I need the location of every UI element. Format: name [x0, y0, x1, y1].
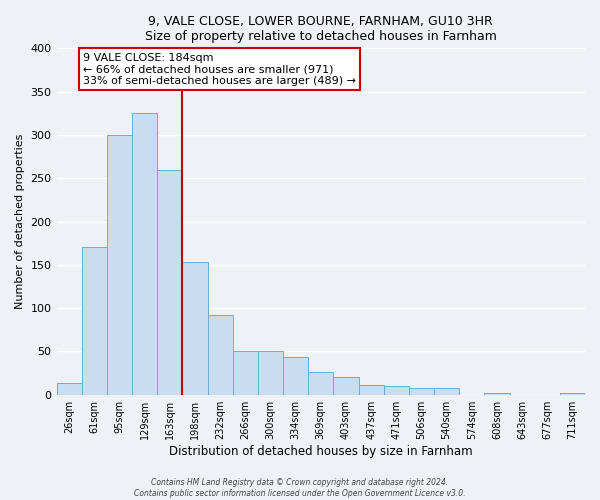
Bar — [208, 315, 233, 394]
Bar — [56, 384, 82, 394]
Bar — [82, 248, 107, 394]
Bar — [383, 386, 409, 394]
Text: Contains HM Land Registry data © Crown copyright and database right 2024.
Contai: Contains HM Land Registry data © Crown c… — [134, 478, 466, 498]
Title: 9, VALE CLOSE, LOWER BOURNE, FARNHAM, GU10 3HR
Size of property relative to deta: 9, VALE CLOSE, LOWER BOURNE, FARNHAM, GU… — [145, 15, 497, 43]
Bar — [107, 135, 132, 394]
Bar — [484, 393, 509, 394]
Bar — [409, 388, 434, 394]
Bar — [560, 393, 585, 394]
Bar — [434, 388, 459, 394]
Bar — [334, 378, 359, 394]
Bar — [359, 385, 383, 394]
Text: 9 VALE CLOSE: 184sqm
← 66% of detached houses are smaller (971)
33% of semi-deta: 9 VALE CLOSE: 184sqm ← 66% of detached h… — [83, 52, 356, 86]
Bar — [308, 372, 334, 394]
Bar — [233, 352, 258, 395]
Bar — [157, 170, 182, 394]
Bar — [132, 114, 157, 394]
Y-axis label: Number of detached properties: Number of detached properties — [15, 134, 25, 309]
X-axis label: Distribution of detached houses by size in Farnham: Distribution of detached houses by size … — [169, 444, 473, 458]
Bar — [283, 358, 308, 395]
Bar — [182, 262, 208, 394]
Bar — [258, 352, 283, 395]
